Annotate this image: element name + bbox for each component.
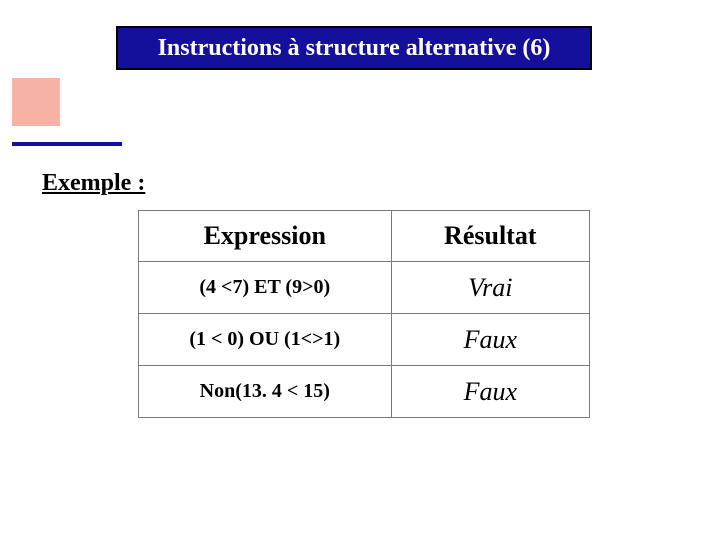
table-row: (4 <7) ET (9>0) Vrai [139,262,590,314]
cell-expression: Non(13. 4 < 15) [139,366,392,418]
cell-expression: (1 < 0) OU (1<>1) [139,314,392,366]
title-box: Instructions à structure alternative (6) [116,26,592,70]
cell-result: Vrai [391,262,589,314]
table-header-row: Expression Résultat [139,211,590,262]
decor-square [12,78,60,126]
decor-line [12,142,122,146]
cell-expression: (4 <7) ET (9>0) [139,262,392,314]
title-text: Instructions à structure alternative (6) [158,35,551,62]
table-row: Non(13. 4 < 15) Faux [139,366,590,418]
slide-decor [12,78,122,160]
col-header-result: Résultat [391,211,589,262]
expression-table: Expression Résultat (4 <7) ET (9>0) Vrai… [138,210,590,418]
example-label: Exemple : [42,170,145,197]
cell-result: Faux [391,314,589,366]
cell-result: Faux [391,366,589,418]
col-header-expression: Expression [139,211,392,262]
table-row: (1 < 0) OU (1<>1) Faux [139,314,590,366]
